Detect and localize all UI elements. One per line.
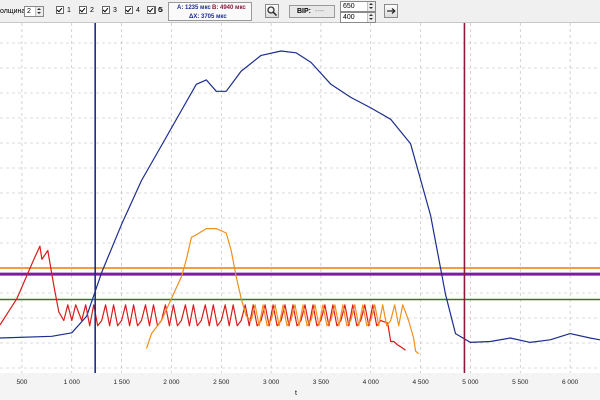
bip-value: ---- bbox=[315, 8, 325, 15]
channel-4-label: 4 bbox=[136, 7, 140, 14]
apply-range-button[interactable] bbox=[384, 4, 398, 18]
x-tick-label: 4 500 bbox=[412, 379, 429, 386]
x-tick-label: 500 bbox=[16, 379, 27, 386]
channel-1-checkbox[interactable] bbox=[56, 6, 64, 14]
bip-field: BIP: ---- bbox=[289, 5, 335, 18]
cursor-b-readout: B: 4940 мкс bbox=[212, 5, 246, 11]
x-tick-label: 5 500 bbox=[512, 379, 529, 386]
channel-4-checkbox[interactable] bbox=[125, 6, 133, 14]
x-tick-label: 1 000 bbox=[64, 379, 81, 386]
zoom-button[interactable] bbox=[265, 4, 279, 18]
channel-3-label: 3 bbox=[113, 7, 117, 14]
x-tick-label: 2 500 bbox=[213, 379, 230, 386]
stepper-arrows-icon[interactable] bbox=[367, 13, 375, 22]
range-top-value: 650 bbox=[343, 3, 355, 10]
channel-5-label: 5 bbox=[159, 7, 163, 14]
cursor-lines[interactable] bbox=[94, 23, 466, 388]
bip-label: BIP: bbox=[297, 8, 311, 15]
toolbar: олщина: 2 1 2 3 4 5 6 A: 1235 мкс B: 494… bbox=[0, 0, 600, 23]
amplitude-stepper[interactable]: 2 bbox=[24, 6, 44, 17]
x-axis-band bbox=[0, 373, 600, 400]
x-tick-label: 3 000 bbox=[263, 379, 280, 386]
amplitude-label: олщина: bbox=[0, 8, 28, 15]
range-bottom-stepper[interactable]: 400 bbox=[340, 12, 376, 23]
x-axis-label: t bbox=[295, 390, 297, 397]
channel-2-label: 2 bbox=[90, 7, 94, 14]
amplitude-value: 2 bbox=[27, 8, 31, 15]
oscillogram-chart[interactable]: 500 1 000 1 500 2 000 2 500 3 000 3 500 4 000 4 … bbox=[0, 23, 600, 400]
channel-3-checkbox[interactable] bbox=[102, 6, 110, 14]
range-bottom-value: 400 bbox=[343, 14, 355, 21]
delta-readout: ΔX: 3705 мкс bbox=[189, 14, 227, 20]
stepper-arrows-icon[interactable] bbox=[35, 7, 43, 16]
magnifier-icon bbox=[267, 6, 278, 17]
grid bbox=[0, 23, 600, 373]
x-axis: 500 1 000 1 500 2 000 2 500 3 000 3 500 4 000 4 … bbox=[16, 379, 578, 386]
arrow-right-icon bbox=[387, 8, 396, 14]
x-tick-label: 4 000 bbox=[363, 379, 380, 386]
channel-1-label: 1 bbox=[67, 7, 71, 14]
signal-line bbox=[145, 228, 420, 355]
stepper-arrows-icon[interactable] bbox=[367, 2, 375, 11]
cursor-readout: A: 1235 мкс B: 4940 мкс ΔX: 3705 мкс bbox=[168, 2, 252, 21]
x-tick-label: 6 000 bbox=[562, 379, 579, 386]
channel-6-label: 6 bbox=[158, 7, 162, 14]
channel-2-checkbox[interactable] bbox=[79, 6, 87, 14]
signal-line bbox=[0, 50, 600, 343]
range-top-stepper[interactable]: 650 bbox=[340, 1, 376, 12]
cursor-a-readout: A: 1235 мкс bbox=[177, 5, 211, 11]
x-tick-label: 5 000 bbox=[462, 379, 479, 386]
x-tick-label: 1 500 bbox=[113, 379, 130, 386]
threshold-lines bbox=[0, 267, 600, 301]
channel-6-checkbox[interactable] bbox=[147, 6, 155, 14]
x-tick-label: 3 500 bbox=[313, 379, 330, 386]
plot-background bbox=[0, 23, 600, 400]
x-tick-label: 2 000 bbox=[163, 379, 180, 386]
